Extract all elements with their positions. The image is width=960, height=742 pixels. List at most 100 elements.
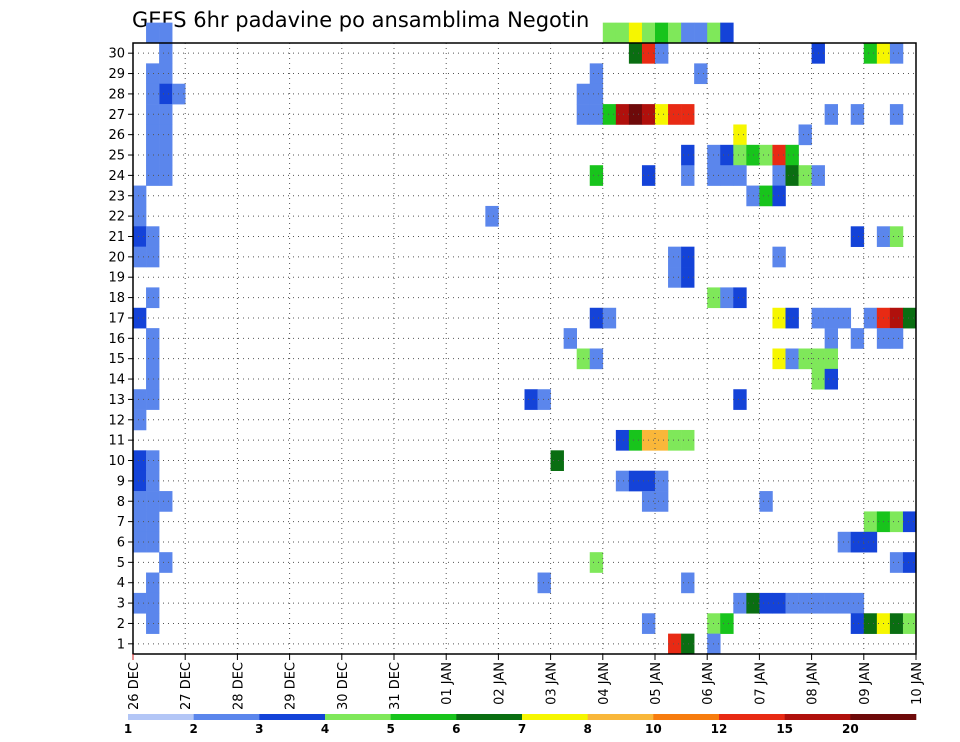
data-cell (537, 572, 551, 594)
y-tick-label: 5 (117, 556, 125, 571)
colorbar-swatch (193, 714, 260, 720)
x-tick-label: 27 DEC (179, 662, 194, 710)
data-cell (889, 104, 904, 125)
data-cell (159, 552, 173, 573)
data-cell (720, 22, 734, 44)
grid-lines (133, 43, 916, 654)
data-cell (159, 104, 173, 125)
data-cell (655, 104, 669, 125)
data-cell (785, 165, 799, 186)
data-cell (146, 531, 160, 553)
data-cell (681, 22, 695, 44)
data-cell (889, 613, 904, 634)
data-cell (707, 22, 721, 44)
data-cell (681, 246, 695, 268)
data-cell (720, 165, 734, 186)
colorbar: 1 2 3 4 5 6 7 8 10 12 15 20 (124, 714, 917, 736)
data-cell (668, 429, 682, 451)
colorbar-swatch (456, 714, 523, 720)
x-tick-label: 29 DEC (284, 662, 299, 710)
data-cell (889, 226, 904, 247)
data-cell (146, 368, 160, 390)
data-cell (681, 429, 695, 451)
data-cell (785, 144, 799, 166)
data-cell (146, 450, 160, 471)
y-tick-label: 30 (108, 47, 125, 62)
data-cell (772, 185, 786, 207)
data-cell (681, 267, 695, 288)
data-cell (889, 328, 904, 349)
data-cell (863, 613, 878, 634)
data-cell (772, 165, 786, 186)
colorbar-swatch (587, 714, 654, 720)
colorbar-label: 1 (124, 722, 132, 736)
data-cell (589, 348, 604, 370)
data-cell (720, 613, 734, 634)
x-tick-label: 26 DEC (127, 662, 142, 710)
data-cell (159, 144, 173, 166)
data-cell (668, 246, 682, 268)
data-cell (681, 572, 695, 594)
x-tick-label: 02 JAN (492, 662, 507, 705)
colorbar-swatch (719, 714, 785, 720)
y-tick-label: 17 (108, 311, 125, 326)
chart-title: GEFS 6hr padavine po ansamblima Negotin (132, 8, 589, 32)
data-cell (615, 429, 630, 451)
data-cell (133, 246, 147, 268)
data-cell (615, 470, 630, 492)
data-cell (485, 205, 499, 227)
data-cell (733, 592, 747, 614)
data-cell (785, 592, 799, 614)
data-cell (133, 307, 147, 329)
data-cell (537, 389, 551, 410)
colorbar-swatch (850, 714, 917, 720)
x-tick-label: 10 JAN (910, 662, 925, 705)
data-cell (863, 43, 878, 64)
data-cell (146, 511, 160, 533)
y-tick-label: 25 (108, 149, 125, 164)
data-cell (733, 124, 747, 146)
colorbar-label: 3 (255, 722, 263, 736)
y-tick-label: 6 (117, 535, 125, 550)
data-cell (589, 83, 604, 105)
colorbar-swatch (784, 714, 851, 720)
data-cell (668, 633, 682, 655)
data-cell (602, 22, 617, 44)
colorbar-label: 15 (776, 722, 793, 736)
data-cell (146, 165, 160, 186)
data-cell (146, 63, 160, 85)
data-cell (133, 592, 147, 614)
x-tick-label: 31 DEC (388, 662, 403, 710)
data-cell (655, 429, 669, 451)
y-tick-label: 12 (108, 413, 125, 428)
x-axis: 26 DEC 27 DEC 28 DEC 29 DEC 30 DEC 31 DEC 01 J… (127, 654, 925, 710)
data-cell (733, 389, 747, 410)
data-cell (146, 592, 160, 614)
data-cell (863, 307, 878, 329)
heatmap-cells (133, 22, 917, 655)
data-cell (159, 63, 173, 85)
x-tick-label: 08 JAN (806, 662, 821, 705)
data-cell (146, 144, 160, 166)
data-cell (133, 470, 147, 492)
data-cell (550, 450, 564, 471)
data-cell (694, 63, 708, 85)
data-cell (850, 226, 865, 247)
data-cell (159, 43, 173, 64)
data-cell (889, 307, 904, 329)
data-cell (615, 104, 630, 125)
y-tick-label: 14 (108, 373, 125, 388)
colorbar-label: 8 (583, 722, 591, 736)
y-tick-label: 22 (108, 210, 125, 225)
data-cell (824, 328, 838, 349)
data-cell (759, 185, 773, 207)
plot-frame (132, 42, 917, 655)
data-cell (589, 63, 604, 85)
data-cell (628, 104, 643, 125)
data-cell (772, 592, 786, 614)
data-cell (563, 328, 577, 349)
data-cell (589, 165, 604, 186)
colorbar-swatch (390, 714, 457, 720)
y-tick-label: 9 (117, 474, 125, 489)
